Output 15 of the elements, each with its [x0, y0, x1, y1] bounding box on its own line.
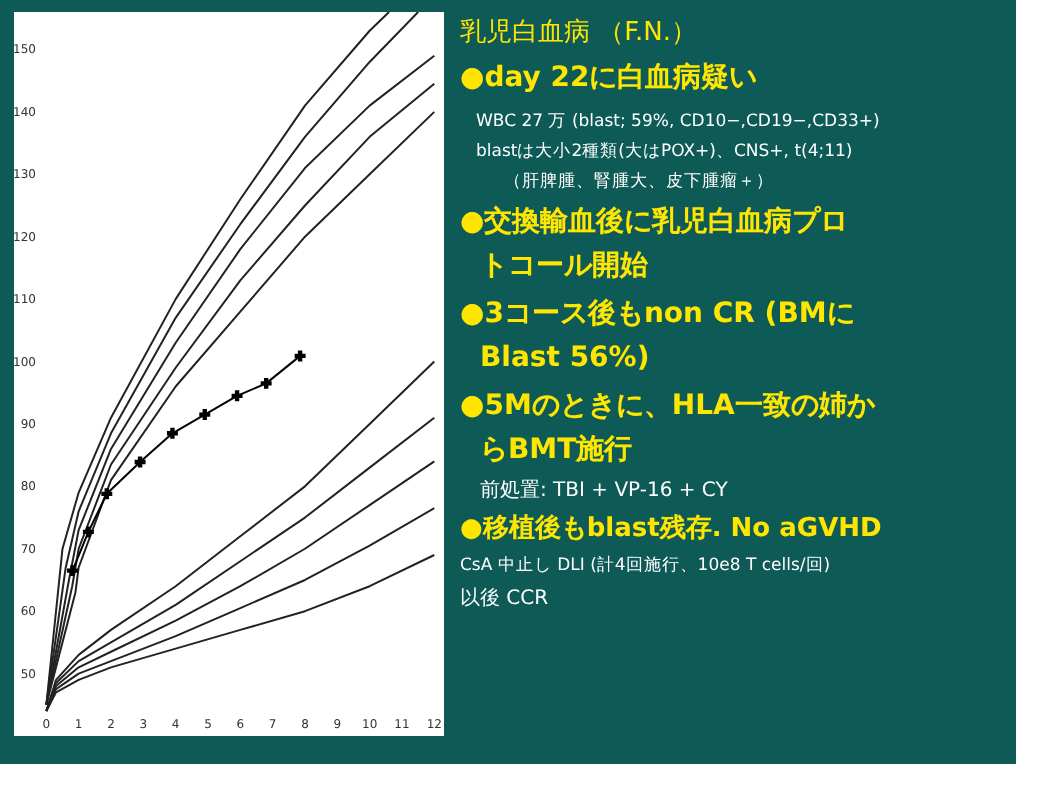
text: ●5Mのときに、HLA一致の姉か [460, 390, 877, 422]
text: ●day 22に白血病疑い [460, 60, 758, 94]
text: らBMT施行 [480, 434, 633, 466]
text: ●交換輸血後に乳児白血病プロ [460, 204, 849, 238]
text: 以後 CCR [460, 586, 549, 610]
text: （肝脾腫、腎腫大、皮下腫瘤＋） [504, 170, 774, 192]
text: ●3コース後もnon CR (BMに [460, 298, 855, 330]
text: 前処置: TBI + VP-16 + CY [480, 478, 730, 502]
text: Blast 56%) [480, 342, 650, 374]
text: 乳児白血病 （F.N.） [460, 18, 698, 48]
text: WBC 27 万 (blast; 59%, CD10−,CD19−,CD33+) [476, 112, 880, 132]
text: blastは大小2種類(大はPOX+)、CNS+, t(4;11) [476, 140, 853, 162]
text: CsA 中止し DLI (計4回施行、10e8 T cells/回) [460, 554, 831, 576]
text: トコール開始 [480, 250, 650, 282]
text: ●移植後もblast残存. No aGVHD [460, 512, 883, 544]
